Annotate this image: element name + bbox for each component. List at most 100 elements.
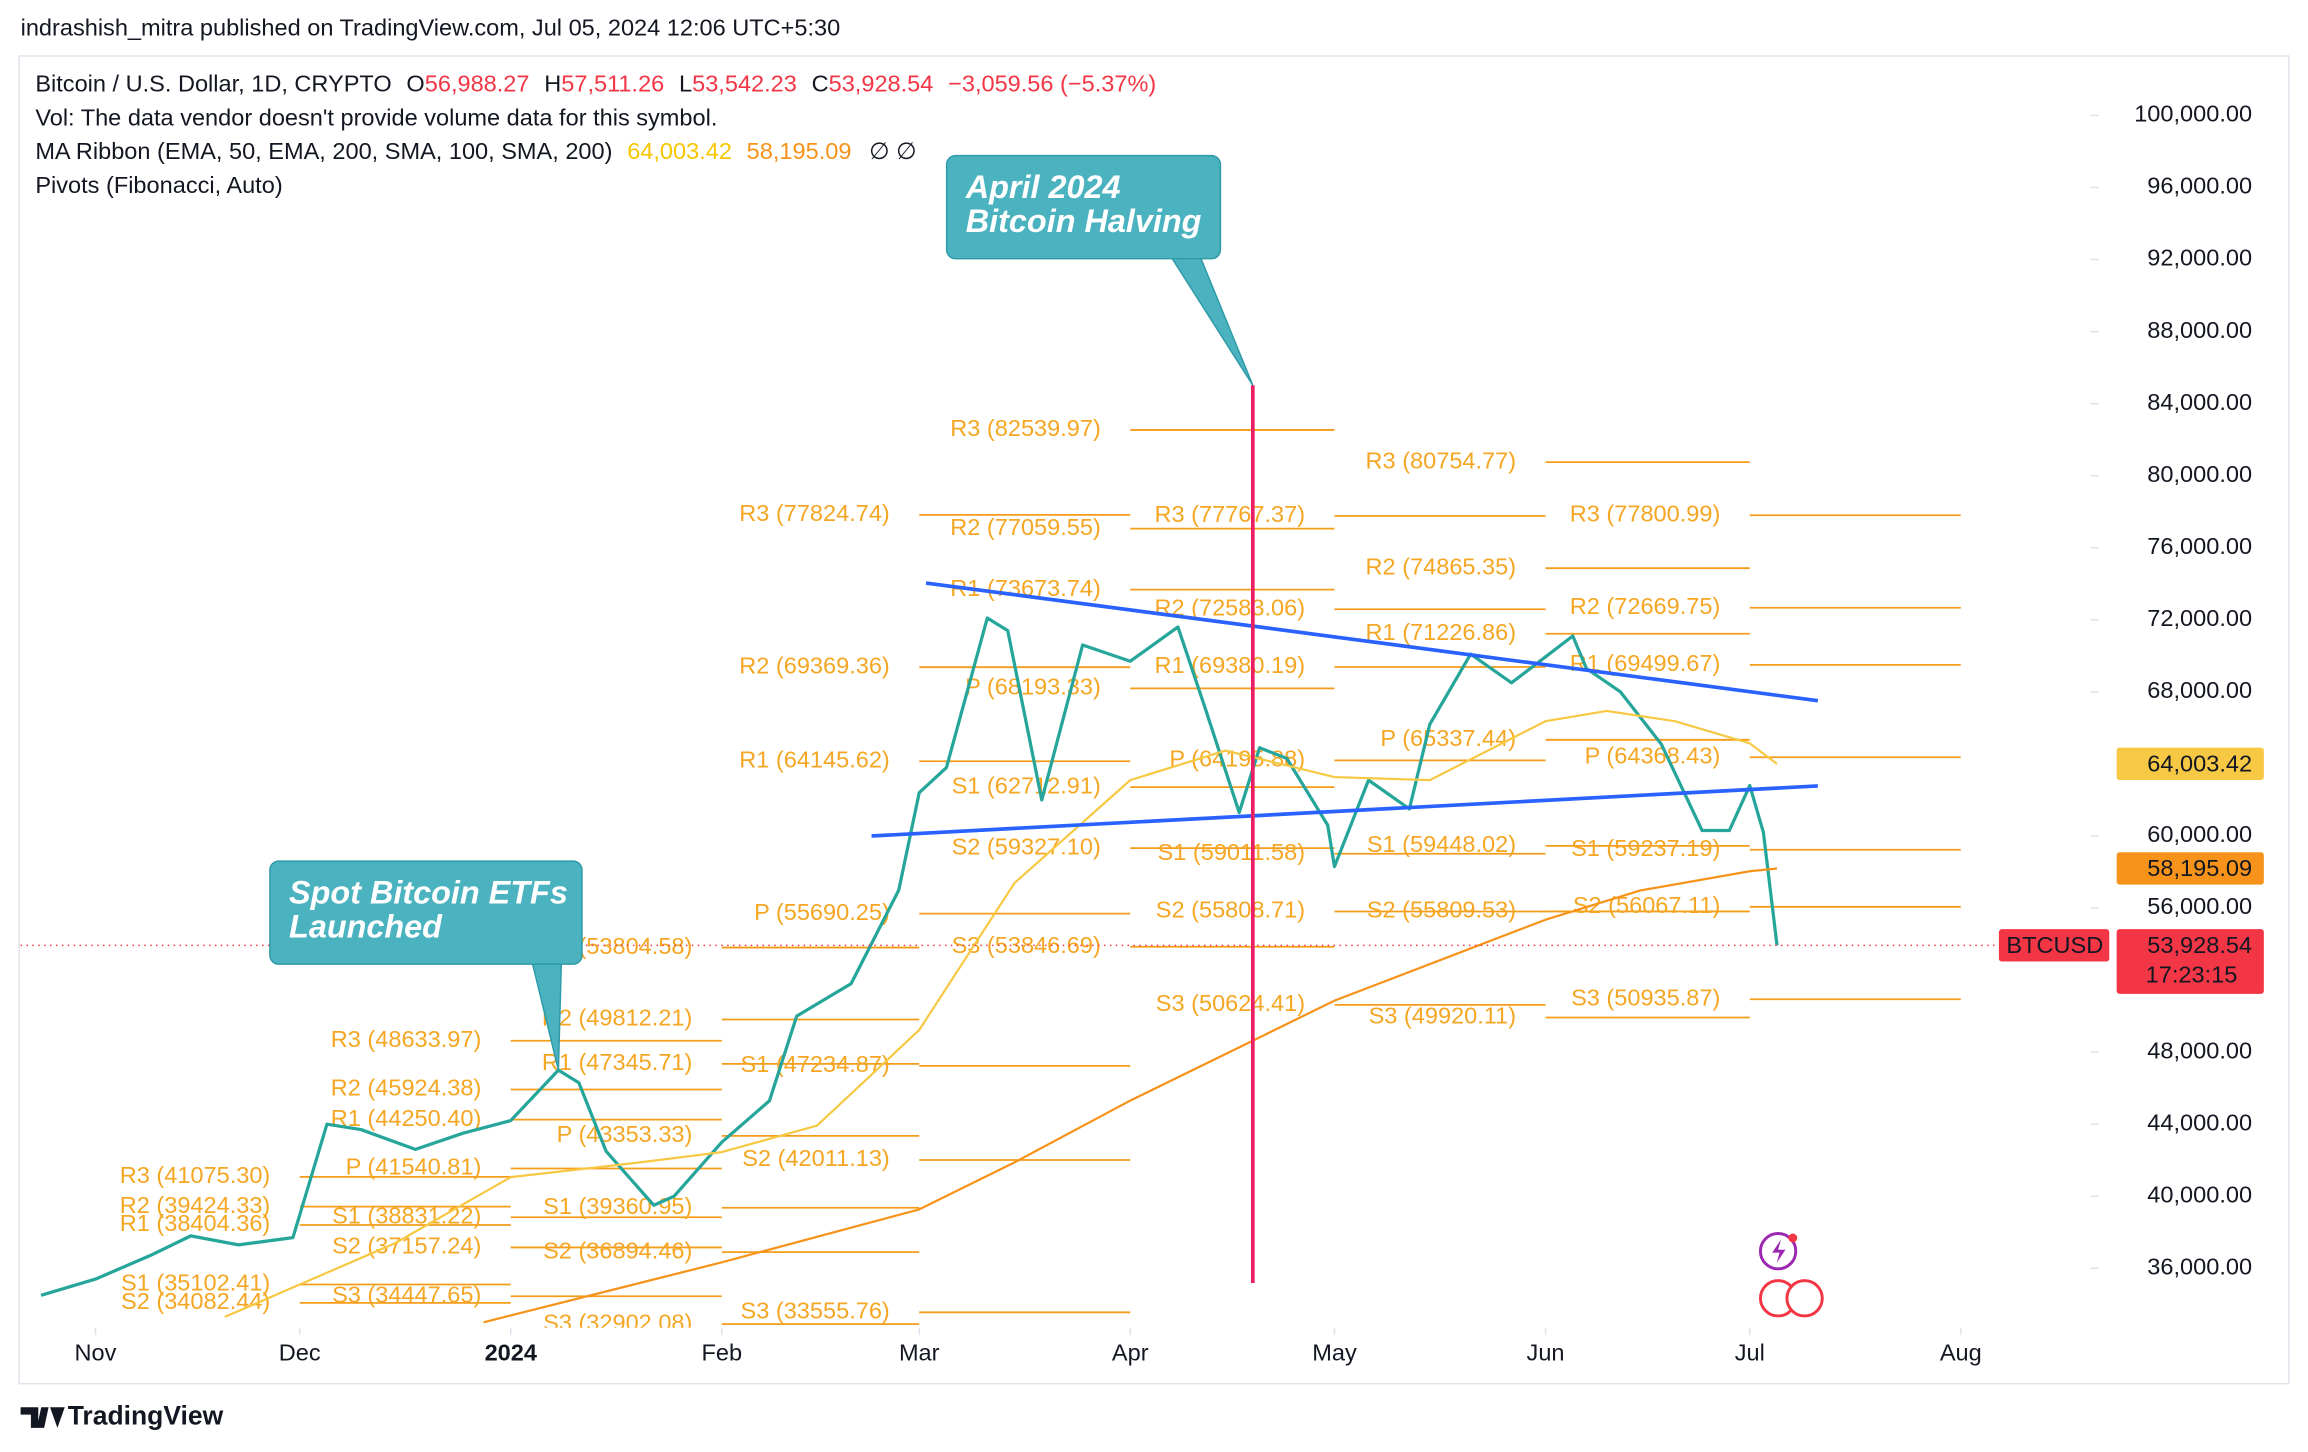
price-badge-label: 64,003.42 [2147, 751, 2252, 777]
price-badge [2116, 747, 2264, 781]
pivot-label: P (43353.33) [557, 1121, 693, 1147]
trendline [925, 581, 1819, 703]
pivot-label: R2 (45924.38) [331, 1075, 482, 1101]
callout-text: Bitcoin Halving [966, 203, 1202, 239]
pivot-label: R2 (69369.36) [739, 652, 890, 678]
y-tick-label: 80,000.00 [2147, 461, 2252, 487]
pivot-label: S2 (34082.44) [121, 1288, 270, 1314]
ma-ribbon: MA Ribbon (EMA, 50, EMA, 200, SMA, 100, … [35, 138, 612, 164]
x-tick-label: Jul [1735, 1339, 1765, 1365]
ma-hidden: ∅ ∅ [869, 138, 917, 164]
pivot-label: R3 (77767.37) [1155, 501, 1306, 527]
footer-logo [20, 1407, 65, 1428]
ohlc-key: L [679, 71, 692, 97]
pivot-label: S3 (49920.11) [1369, 1003, 1517, 1029]
pivot-label: R2 (74865.35) [1366, 553, 1517, 579]
header-title: indrashish_mitra published on TradingVie… [21, 15, 841, 41]
chart-frame [18, 55, 2290, 1385]
x-tick-label: May [1312, 1339, 1357, 1365]
pivot-label: S1 (59448.02) [1367, 831, 1516, 857]
pivot-label: P (68193.33) [965, 674, 1101, 700]
ohlc-value: 53,542.23 [692, 71, 797, 97]
pivot-label: R3 (80754.77) [1366, 447, 1517, 473]
countdown-label: 17:23:15 [2146, 961, 2238, 987]
pivot-label: S1 (62712.91) [952, 772, 1101, 798]
price-line [40, 616, 1779, 1297]
pivot-label: R3 (41075.30) [120, 1162, 271, 1188]
pivot-label: S2 (59327.10) [952, 833, 1101, 859]
pivot-label: S2 (56067.11) [1573, 892, 1721, 918]
change: −3,059.56 (−5.37%) [948, 71, 1156, 97]
pivot-label: S1 (47234.87) [741, 1051, 890, 1077]
pivot-label: S1 (59011.58) [1158, 839, 1306, 865]
y-tick-label: 56,000.00 [2147, 893, 2252, 919]
last-price-badge [2116, 929, 2264, 994]
price-badge-label: 58,195.09 [2147, 855, 2252, 881]
pivot-label: S3 (50624.41) [1156, 990, 1305, 1016]
ohlc-key: O [406, 71, 424, 97]
moving-average [483, 867, 1778, 1324]
x-tick-label: Nov [75, 1339, 117, 1365]
y-tick-label: 88,000.00 [2147, 317, 2252, 343]
trendline [871, 784, 1818, 838]
moving-average [224, 709, 1778, 1318]
pivot-label: R3 (77800.99) [1570, 501, 1721, 527]
pivot-label: R2 (72669.75) [1570, 593, 1721, 619]
pivot-label: S2 (42011.13) [742, 1145, 889, 1171]
pivot-label: P (41540.81) [346, 1154, 482, 1180]
ohlc-key: C [812, 71, 829, 97]
y-tick-label: 36,000.00 [2147, 1254, 2252, 1280]
callout-box [269, 860, 583, 965]
footer-brand: TradingView [68, 1401, 224, 1431]
pivot-label: S3 (34447.65) [332, 1281, 481, 1307]
callout-text: Spot Bitcoin ETFs [289, 875, 568, 911]
y-tick-label: 76,000.00 [2147, 533, 2252, 559]
symbol-badge [1998, 929, 2110, 962]
symbol: Bitcoin / U.S. Dollar, 1D, CRYPTO [35, 71, 391, 97]
ma-value: 58,195.09 [747, 138, 852, 164]
event-icons [1758, 1232, 1824, 1318]
pivot-label: S2 (55808.71) [1156, 897, 1305, 923]
plot-area: R3 (41075.30) R2 (39424.33)R1 (38404.36) S… [40, 385, 1961, 1335]
ohlc-key: H [544, 71, 561, 97]
last-price-label: 53,928.54 [2147, 932, 2252, 958]
pivot-label: S3 (33555.76) [741, 1298, 890, 1324]
y-tick-label: 40,000.00 [2147, 1181, 2252, 1207]
pivot-label: P (64195.88) [1169, 746, 1305, 772]
x-tick-label: Aug [1940, 1339, 1982, 1365]
legend-line: MA Ribbon (EMA, 50, EMA, 200, SMA, 100, … [35, 138, 916, 164]
ohlc-value: 57,511.26 [561, 71, 664, 97]
callout-text: April 2024 [965, 169, 1121, 205]
x-tick-label: Apr [1112, 1339, 1149, 1365]
callout-pointer [1169, 254, 1254, 386]
pivot-label: R1 (71226.86) [1366, 619, 1517, 645]
pivot-label: R3 (77824.74) [739, 500, 890, 526]
pivot-label: R2 (77059.55) [950, 514, 1101, 540]
pivot-label: S1 (39360.95) [543, 1193, 692, 1219]
x-tick-label: Jun [1527, 1339, 1565, 1365]
pivot-label: R1 (47345.71) [542, 1049, 693, 1075]
pivot-label: S3 (50935.87) [1571, 984, 1720, 1010]
pivot-label: S1 (38831.22) [332, 1203, 481, 1229]
pivot-label: P (55690.25) [754, 899, 890, 925]
pivot-label: R1 (44250.40) [331, 1105, 482, 1131]
pivot-label: S2 (55809.53) [1367, 897, 1516, 923]
y-tick-label: 60,000.00 [2147, 821, 2252, 847]
pivot-label: R3 (82539.97) [950, 415, 1101, 441]
callout-box [945, 154, 1222, 260]
pivot-label: R2 (39424.33) [120, 1192, 271, 1218]
legend-vol: Vol: The data vendor doesn't provide vol… [35, 104, 717, 130]
pivot-label: R1 (64145.62) [739, 747, 890, 773]
y-tick-label: 68,000.00 [2147, 677, 2252, 703]
pivot-label: S3 (32902.08) [543, 1309, 692, 1335]
y-tick-label: 96,000.00 [2147, 173, 2252, 199]
y-tick-label: 72,000.00 [2147, 605, 2252, 631]
x-tick-label: Mar [899, 1339, 940, 1365]
y-tick-label: 44,000.00 [2147, 1109, 2252, 1135]
pivot-label: R3 (48633.97) [331, 1026, 482, 1052]
ohlc-value: 56,988.27 [425, 71, 530, 97]
callout-text: Launched [289, 908, 443, 944]
x-tick-label: Dec [279, 1339, 321, 1365]
